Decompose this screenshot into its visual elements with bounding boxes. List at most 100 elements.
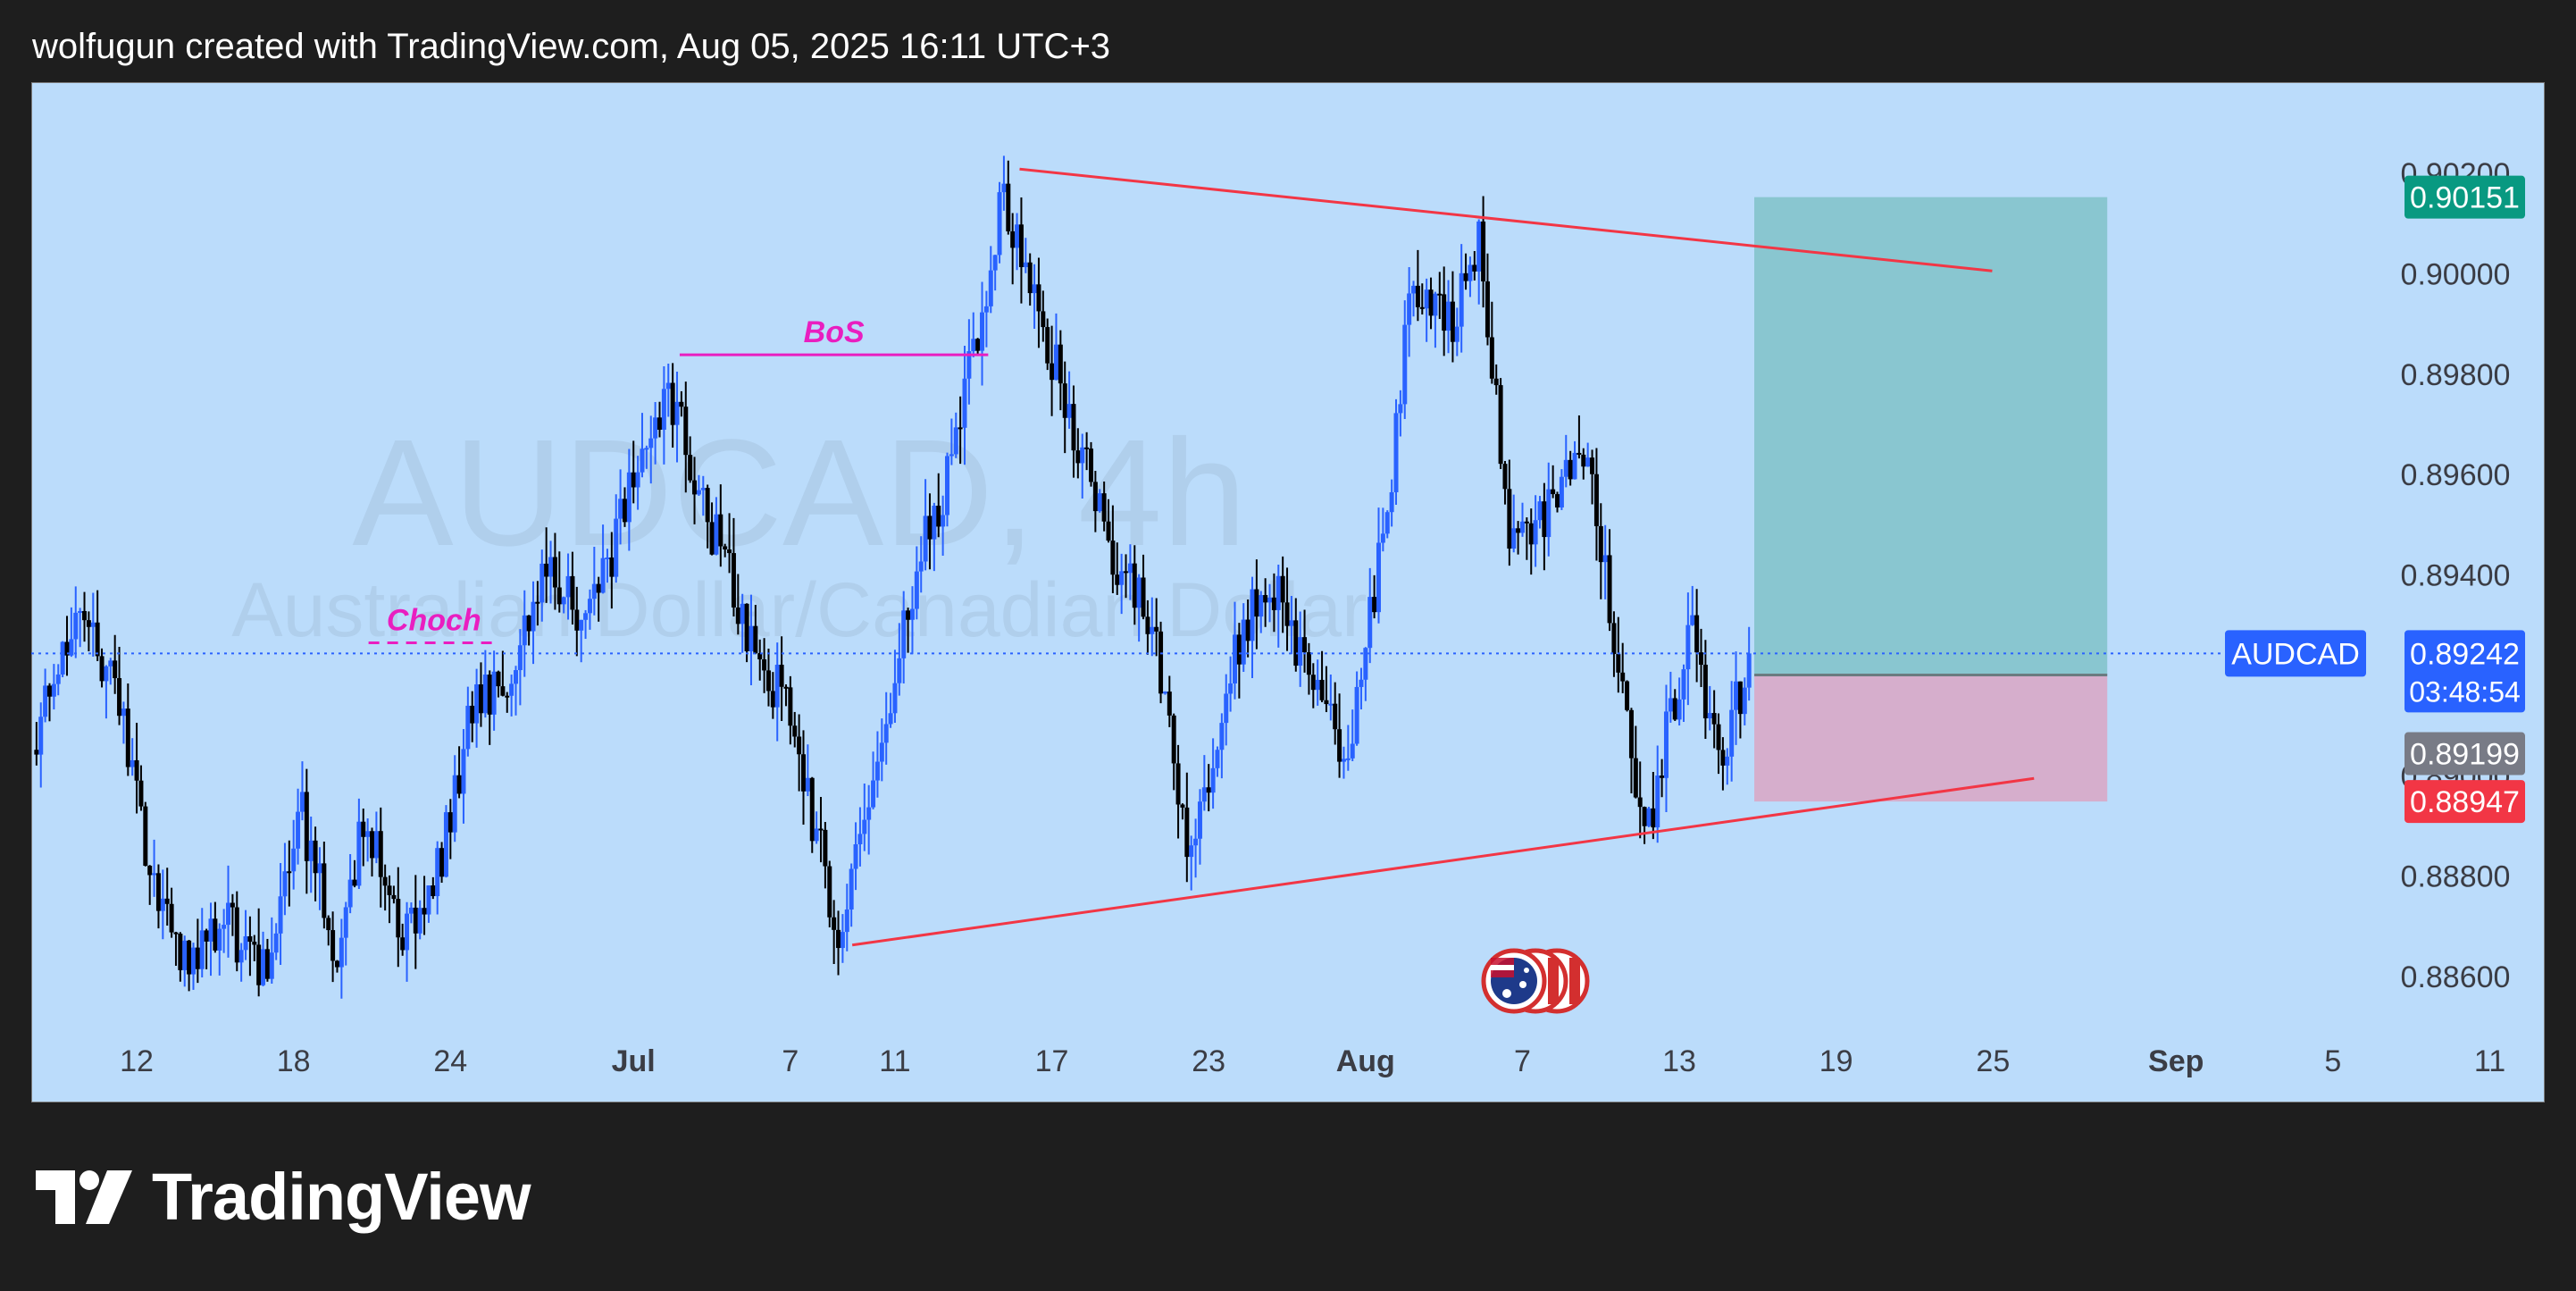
position-tool[interactable] [1754, 197, 2108, 802]
structure-annotations[interactable]: Choch BoS [368, 315, 989, 645]
economic-events[interactable] [1481, 948, 1590, 1014]
candle-body [1637, 797, 1643, 808]
candle-body [548, 557, 554, 577]
candle-body [605, 557, 610, 559]
candle-body [500, 686, 506, 696]
candle-body [152, 873, 157, 876]
candle-body [1080, 447, 1085, 464]
candle-body [574, 609, 580, 631]
candle-body [975, 339, 981, 351]
candle-body [1066, 404, 1072, 418]
candle-body [1711, 713, 1717, 725]
candle-body [69, 639, 74, 656]
candle-body [953, 427, 958, 455]
stop-zone[interactable] [1754, 675, 2108, 802]
candle-body [1259, 595, 1264, 617]
candle-body [1115, 574, 1120, 585]
candle-body [1468, 264, 1473, 281]
candle-body [373, 831, 379, 859]
candle-body [583, 613, 589, 620]
price-badges: 0.90151 0.89242 03:48:54 AUDCAD 0.89199 0.889… [2225, 175, 2525, 824]
candle-body [334, 960, 339, 968]
candle-body [866, 807, 872, 820]
candle-body [1180, 804, 1185, 808]
candle-body [104, 666, 109, 682]
price-chart[interactable]: AUDCAD, 4h Australian Dollar/Canadian Do… [31, 82, 2545, 1102]
candle-body [1442, 294, 1447, 331]
candle-body [1551, 489, 1556, 495]
candle-body [1611, 623, 1617, 655]
candle-body [1463, 272, 1468, 281]
trendline-lower-support[interactable] [851, 776, 2035, 947]
candle-body [883, 724, 889, 743]
candle-body [1655, 775, 1660, 828]
candle-body [343, 907, 348, 938]
bos-label: BoS [804, 315, 865, 349]
candle-body [1598, 525, 1603, 563]
candle-body [1189, 845, 1194, 858]
candle-body [1625, 681, 1630, 710]
candle-body [1224, 693, 1229, 724]
watermark-subtitle: Australian Dollar/Canadian Dollar [231, 567, 1367, 653]
candle-body [1585, 457, 1591, 467]
candle-body [1124, 571, 1129, 574]
candle-body [1341, 759, 1346, 762]
candle-body [1132, 563, 1137, 608]
x-tick-label: 17 [1035, 1044, 1069, 1078]
candle-body [679, 401, 684, 407]
candle-body [1516, 528, 1521, 533]
y-tick-label: 0.90000 [2401, 257, 2511, 291]
candle-body [187, 940, 192, 975]
candle-body [1263, 595, 1268, 603]
candle-body [631, 472, 636, 488]
candle-body [1250, 589, 1255, 641]
price-axis[interactable]: 0.902000.900000.898000.896000.894000.890… [2401, 157, 2511, 994]
drawings[interactable] [851, 167, 2035, 947]
candle-body [1702, 665, 1708, 719]
candle-body [653, 417, 658, 439]
candle-body [1528, 523, 1534, 545]
candle-body [635, 472, 640, 488]
symbol-badge [2225, 630, 2366, 677]
candle-body [744, 603, 749, 651]
candle-body [147, 865, 153, 876]
candle-body [1511, 528, 1517, 549]
candle-body [1254, 589, 1259, 617]
candle-body [1293, 620, 1299, 666]
candle-body [727, 549, 732, 554]
last-price-badge [2405, 630, 2525, 713]
y-tick-label: 0.89600 [2401, 458, 2511, 492]
candle-body [1110, 541, 1116, 575]
trendline-upper-resistance[interactable] [1019, 167, 1993, 272]
candle-body [857, 834, 863, 845]
candle-body [1062, 383, 1067, 418]
candle-body [718, 514, 723, 547]
candle-body [1555, 494, 1560, 508]
candle-body [95, 622, 100, 657]
candle-body [1058, 344, 1063, 384]
symbol-badge-label: AUDCAD [2231, 637, 2360, 671]
candle-body [692, 480, 698, 495]
candle-body [874, 761, 880, 781]
candle-body [82, 610, 88, 621]
target-zone[interactable] [1754, 197, 2108, 675]
chart-panel[interactable]: AUDCAD, 4h Australian Dollar/Canadian Do… [31, 82, 2545, 1102]
x-tick-label: 18 [277, 1044, 311, 1078]
candle-body [705, 488, 710, 523]
australia-flag-icon[interactable] [1481, 948, 1547, 1014]
candle-body [422, 908, 427, 915]
candle-body [844, 909, 849, 933]
candle-body [38, 717, 44, 755]
candle-body [1716, 724, 1721, 750]
candle-body [1106, 521, 1111, 541]
time-axis[interactable]: 12 18 24 Jul 7 11 17 23 Aug 7 13 19 25 Sep 5 11 [120, 1044, 2505, 1078]
candle-body [1524, 521, 1529, 524]
candle-body [1010, 231, 1016, 248]
candle-body [1175, 763, 1181, 805]
candle-body [923, 516, 928, 562]
candle-body [735, 607, 740, 625]
candle-body [352, 879, 357, 886]
candle-body [1616, 654, 1621, 673]
candle-body [770, 691, 775, 708]
candle-body [1328, 703, 1334, 706]
